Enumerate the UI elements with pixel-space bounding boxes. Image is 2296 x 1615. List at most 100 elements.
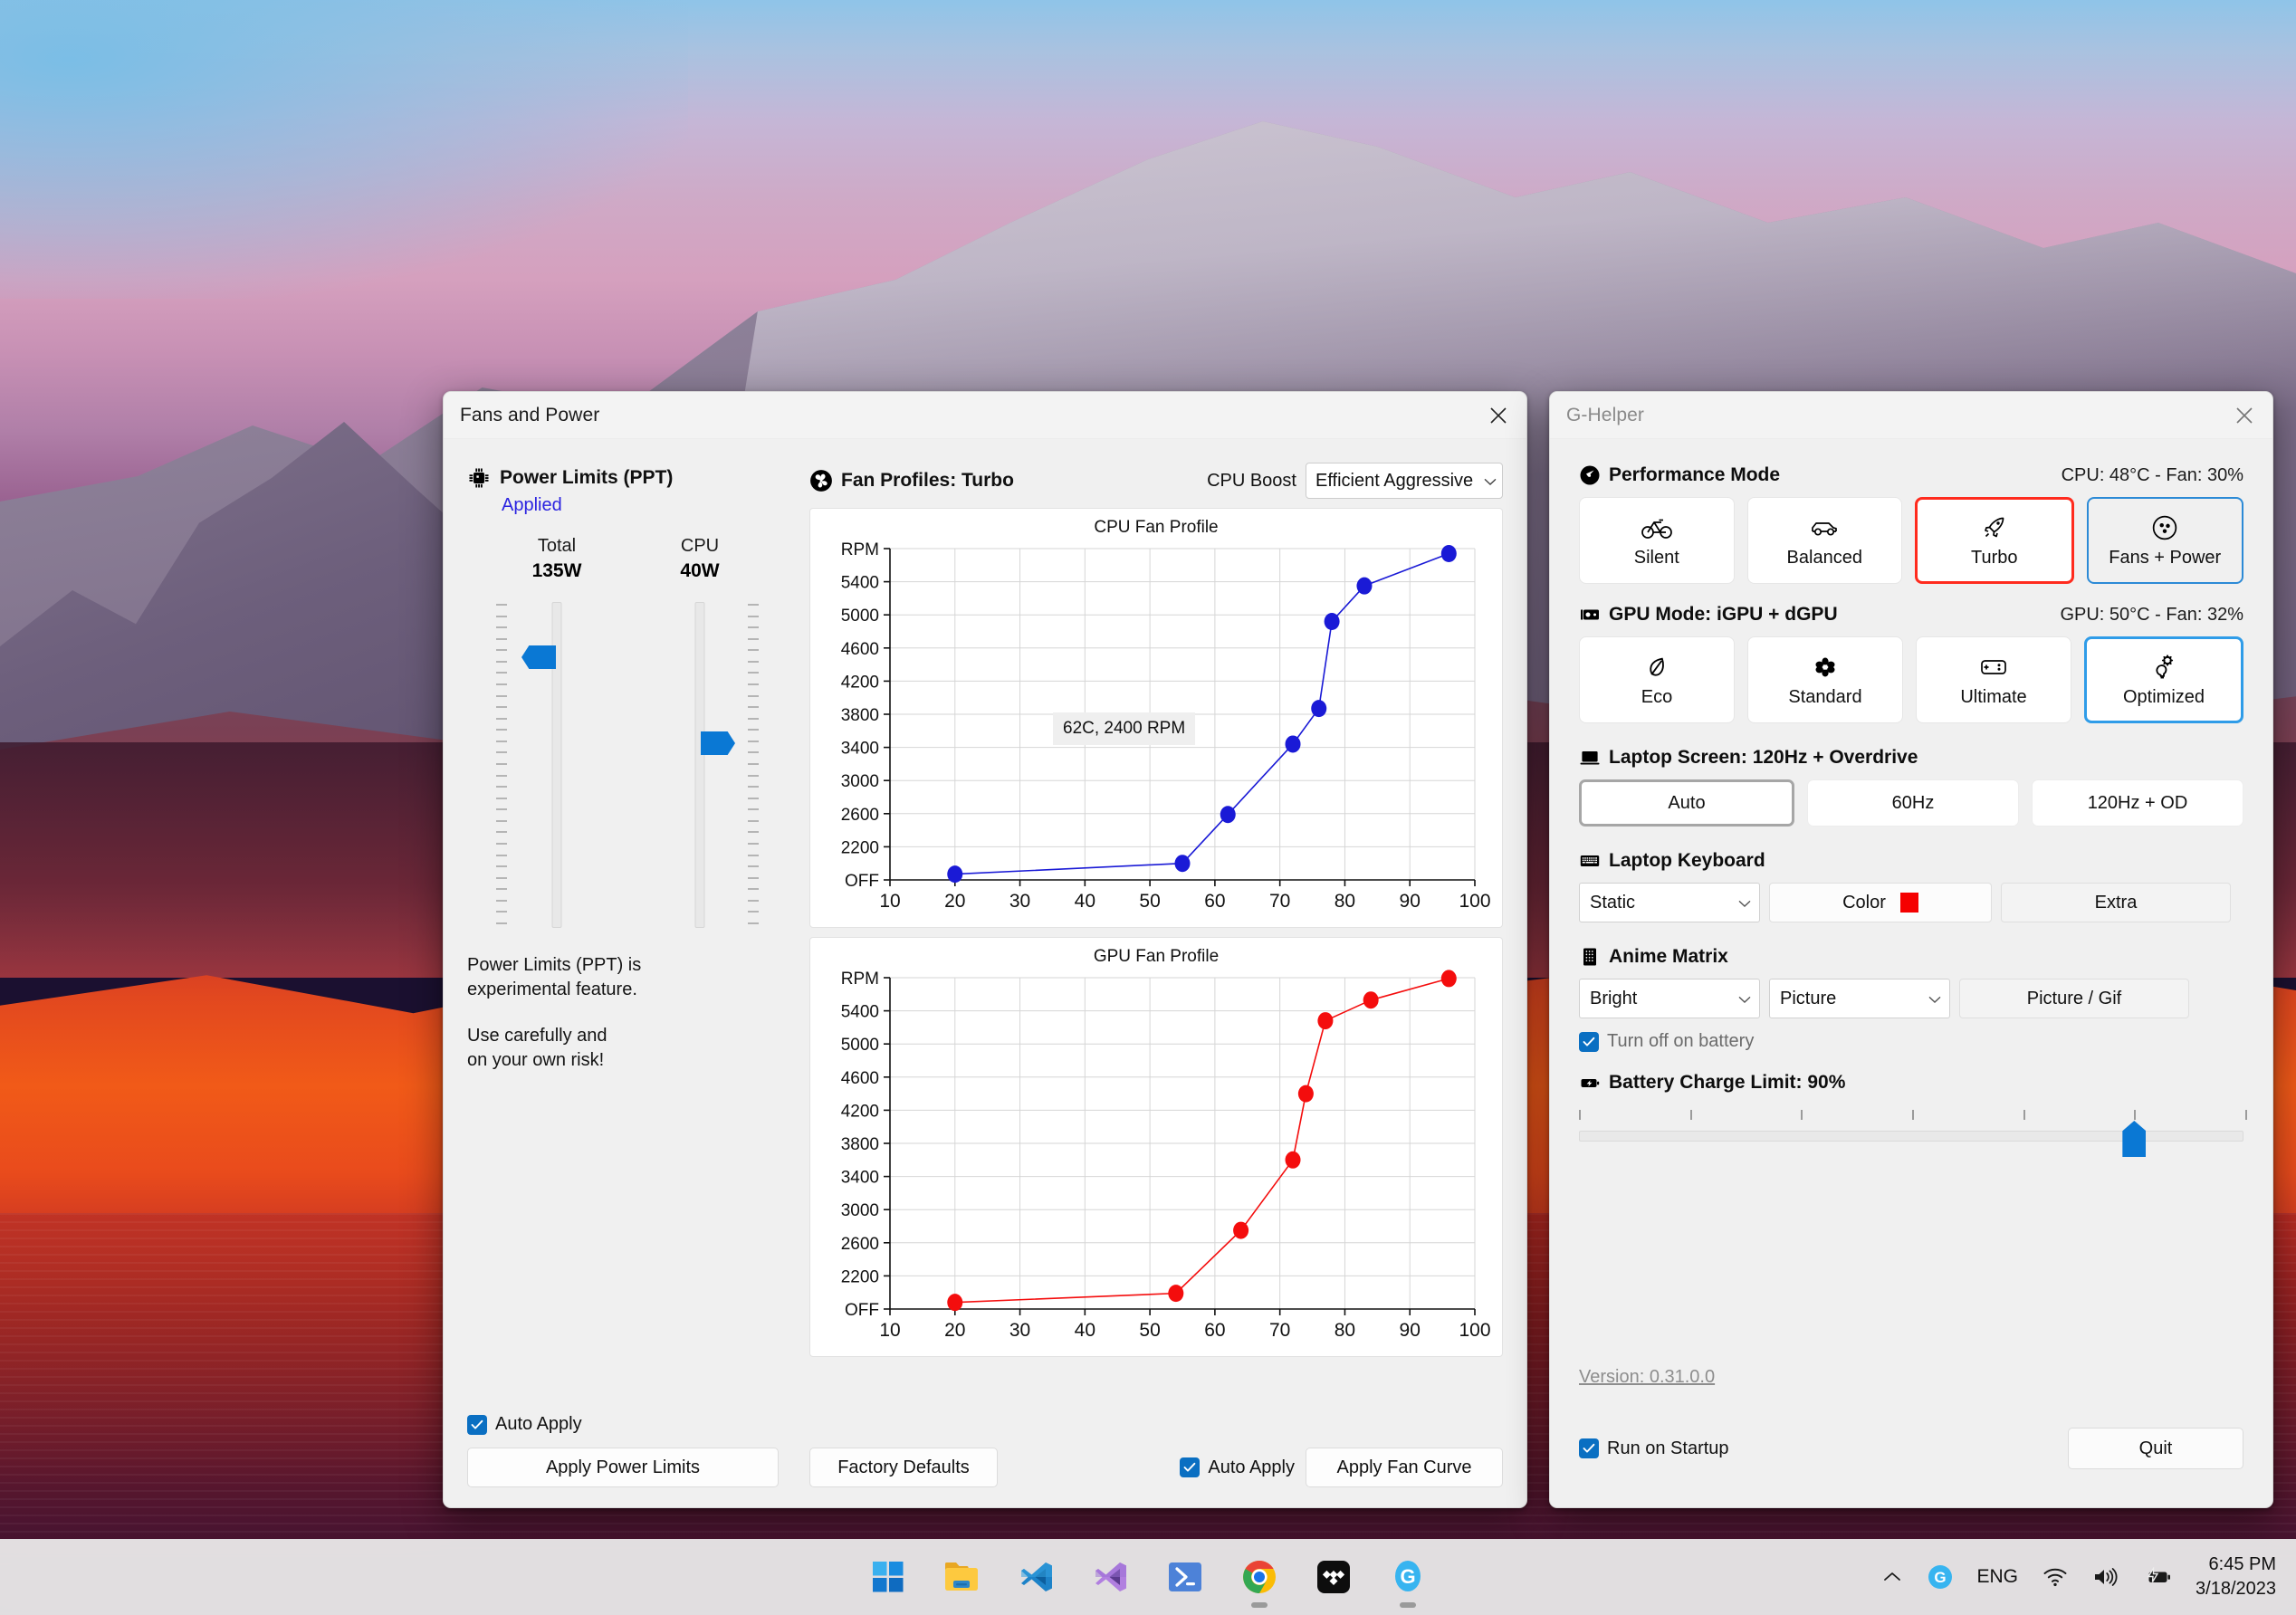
mode-fans-power-button[interactable]: Fans + Power [2086,497,2243,584]
gpu-standard-button[interactable]: Standard [1747,636,1903,723]
svg-text:90: 90 [1400,891,1421,912]
total-slider-thumb[interactable] [521,645,556,669]
screen-60hz-button[interactable]: 60Hz [1807,779,2019,827]
cpu-fan-profile-chart[interactable]: CPU Fan Profile OFF 2200 2600 3000 3400 3800 4… [809,508,1503,928]
language-indicator[interactable]: ENG [1976,1566,2019,1587]
power-limits-section: Power Limits (PPT) Applied Total 135W CP… [444,454,797,1507]
gpu-optimized-button[interactable]: Optimized [2084,636,2243,723]
fan-auto-apply-row[interactable]: Auto Apply [1180,1457,1295,1478]
g-helper-taskbar-button[interactable]: G [1381,1550,1435,1608]
svg-text:40: 40 [1075,891,1095,912]
factory-defaults-button[interactable]: Factory Defaults [809,1448,998,1487]
fan-auto-apply-checkbox[interactable] [1180,1457,1201,1477]
keyboard-color-swatch[interactable] [1899,893,1918,913]
quit-button[interactable]: Quit [2068,1428,2243,1469]
anime-turn-off-checkbox[interactable] [1579,1031,1599,1052]
ppt-auto-apply-checkbox[interactable] [467,1414,487,1435]
warning-line-1: Power Limits (PPT) is [467,955,642,975]
anime-mode-value: Picture [1780,988,1837,1008]
svg-text:5400: 5400 [841,1003,879,1022]
gpu-chart-plot: OFF 2200 2600 3000 3400 3800 4200 4600 5000 5400 R… [841,970,1491,1341]
chevron-down-icon [1473,471,1497,492]
mode-turbo-button[interactable]: Turbo [1915,497,2074,584]
tidal-button[interactable] [1306,1550,1361,1604]
fans-window-close-button[interactable] [1470,392,1526,439]
battery-bolt-icon [1579,1072,1601,1094]
gpu-ultimate-label: Ultimate [1960,687,2027,707]
checkmark-icon [1183,1462,1196,1472]
svg-text:3000: 3000 [841,1201,879,1220]
svg-text:50: 50 [1139,1320,1160,1341]
svg-text:OFF: OFF [845,872,879,891]
screen-auto-button[interactable]: Auto [1579,779,1794,827]
fan-profiles-footer: Factory Defaults Auto Apply Apply Fan Cu… [809,1448,1503,1487]
cpu-slider-thumb[interactable] [701,731,735,755]
ppt-auto-apply-row[interactable]: Auto Apply [467,1414,779,1435]
gpu-eco-button[interactable]: Eco [1579,636,1735,723]
ghelper-close-button[interactable] [2216,392,2272,439]
gpu-fan-profile-chart[interactable]: GPU Fan Profile OFF 2200 2600 3000 3400 3800 4… [809,937,1503,1357]
cpu-power-slider[interactable] [628,602,771,928]
anime-mode-dropdown[interactable]: Picture [1769,979,1950,1018]
fan-profiles-header: Fan Profiles: Turbo CPU Boost Efficient … [809,463,1503,499]
power-limits-warning: Power Limits (PPT) is experimental featu… [467,953,797,1073]
fans-window-titlebar: Fans and Power [444,392,1526,439]
google-chrome-button[interactable] [1232,1550,1287,1608]
keyboard-mode-dropdown[interactable]: Static [1579,883,1760,922]
windows-taskbar: G G ENG [0,1539,2296,1615]
power-limits-footer: Auto Apply Apply Power Limits [467,1414,779,1487]
run-on-startup-row[interactable]: Run on Startup [1579,1438,1729,1459]
ppt-auto-apply-label: Auto Apply [495,1414,582,1434]
total-power-slider[interactable] [485,602,628,928]
mode-silent-button[interactable]: Silent [1579,497,1735,584]
g-helper-icon: G [1395,1561,1421,1591]
battery-button[interactable] [2143,1567,2172,1587]
svg-text:3800: 3800 [841,706,879,725]
keyboard-extra-button[interactable]: Extra [2001,883,2231,922]
version-link[interactable]: Version: 0.31.0.0 [1579,1367,1716,1387]
total-slider-track [551,602,562,928]
volume-button[interactable] [2092,1566,2119,1588]
folder-icon [945,1562,978,1591]
tray-ghelper-icon[interactable]: G [1927,1563,1954,1591]
show-hidden-icons-button[interactable] [1881,1570,1903,1584]
clock-widget[interactable]: 6:45 PM 3/18/2023 [2196,1553,2276,1601]
running-indicator [1251,1602,1268,1608]
battery-slider-thumb[interactable] [2122,1121,2147,1157]
start-button[interactable] [861,1550,915,1604]
svg-text:60: 60 [1204,1320,1225,1341]
screen-120hz-od-button[interactable]: 120Hz + OD [2032,779,2243,827]
wifi-button[interactable] [2042,1566,2069,1588]
gpu-ultimate-button[interactable]: Ultimate [1916,636,2071,723]
keyboard-controls-row: Static Color Extra [1579,883,2243,922]
file-explorer-button[interactable] [935,1550,990,1604]
svg-text:30: 30 [1009,891,1030,912]
anime-turn-off-row[interactable]: Turn off on battery [1579,1031,2243,1052]
chrome-icon [1243,1561,1276,1593]
screen-refresh-buttons: Auto 60Hz 120Hz + OD [1579,779,2243,827]
battery-limit-title: Battery Charge Limit: 90% [1609,1072,1846,1093]
svg-text:2600: 2600 [841,1235,879,1254]
run-on-startup-checkbox[interactable] [1579,1438,1599,1458]
powershell-button[interactable] [1158,1550,1212,1604]
battery-limit-slider[interactable] [1579,1110,2247,1157]
vs-code-button[interactable] [1009,1550,1064,1604]
svg-text:10: 10 [879,891,900,912]
checkmark-icon [471,1419,483,1429]
mode-balanced-button[interactable]: Balanced [1746,497,1902,584]
checkmark-icon [1583,1443,1595,1453]
powershell-icon [1169,1562,1201,1591]
apply-power-limits-button[interactable]: Apply Power Limits [467,1448,779,1487]
taskbar-app-icons: G [861,1550,1435,1608]
anime-brightness-dropdown[interactable]: Bright [1579,979,1760,1018]
apply-fan-curve-button[interactable]: Apply Fan Curve [1306,1448,1503,1487]
svg-text:2600: 2600 [841,806,879,825]
svg-text:2200: 2200 [841,838,879,857]
svg-text:3400: 3400 [841,1169,879,1188]
cpu-boost-dropdown[interactable]: Efficient Aggressive [1306,463,1503,499]
anime-picture-gif-button[interactable]: Picture / Gif [1959,979,2189,1018]
keyboard-color-label: Color [1842,892,1886,913]
chevron-down-icon [1738,989,1751,1009]
visual-studio-button[interactable] [1084,1550,1138,1604]
keyboard-color-button[interactable]: Color [1769,883,1992,922]
